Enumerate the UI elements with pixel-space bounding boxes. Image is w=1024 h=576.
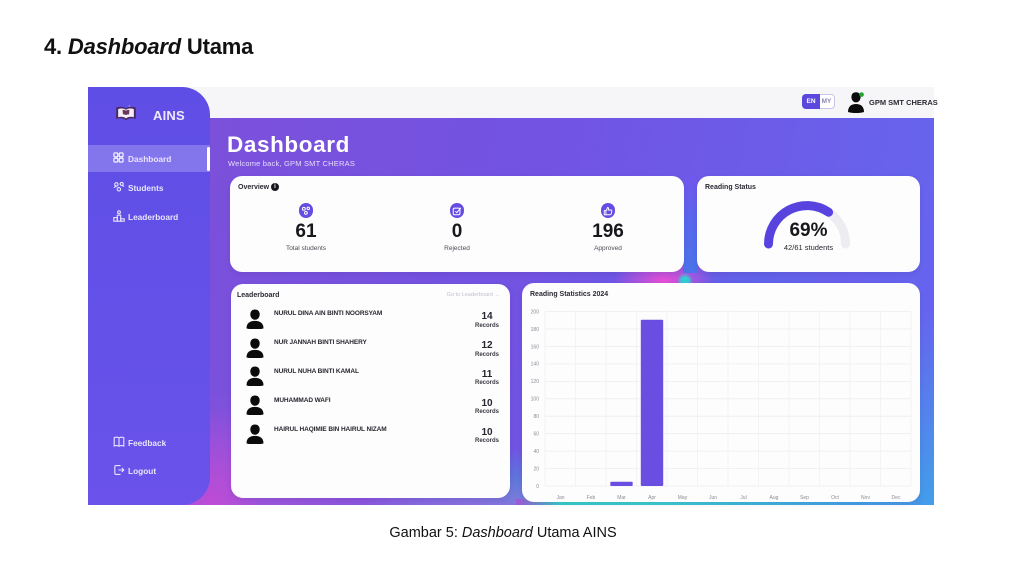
svg-text:40: 40 — [533, 449, 539, 455]
svg-text:Apr: Apr — [648, 495, 656, 501]
svg-text:Jul: Jul — [740, 495, 746, 501]
svg-text:Mar: Mar — [617, 495, 626, 501]
svg-text:180: 180 — [531, 327, 540, 333]
svg-text:Sep: Sep — [800, 495, 809, 501]
svg-text:Oct: Oct — [831, 495, 839, 501]
svg-text:0: 0 — [536, 484, 539, 490]
svg-text:160: 160 — [531, 344, 540, 350]
svg-text:Jun: Jun — [709, 495, 717, 501]
svg-text:60: 60 — [533, 432, 539, 438]
svg-text:100: 100 — [531, 397, 540, 403]
svg-text:140: 140 — [531, 362, 540, 368]
svg-text:Aug: Aug — [770, 495, 779, 501]
svg-text:80: 80 — [533, 414, 539, 420]
svg-text:Jan: Jan — [556, 495, 564, 501]
svg-text:20: 20 — [533, 466, 539, 472]
svg-text:Feb: Feb — [587, 495, 596, 501]
svg-text:200: 200 — [531, 309, 540, 315]
svg-text:Nov: Nov — [861, 495, 870, 501]
svg-text:Dec: Dec — [892, 495, 901, 501]
svg-text:May: May — [678, 495, 688, 501]
svg-text:120: 120 — [531, 379, 540, 385]
